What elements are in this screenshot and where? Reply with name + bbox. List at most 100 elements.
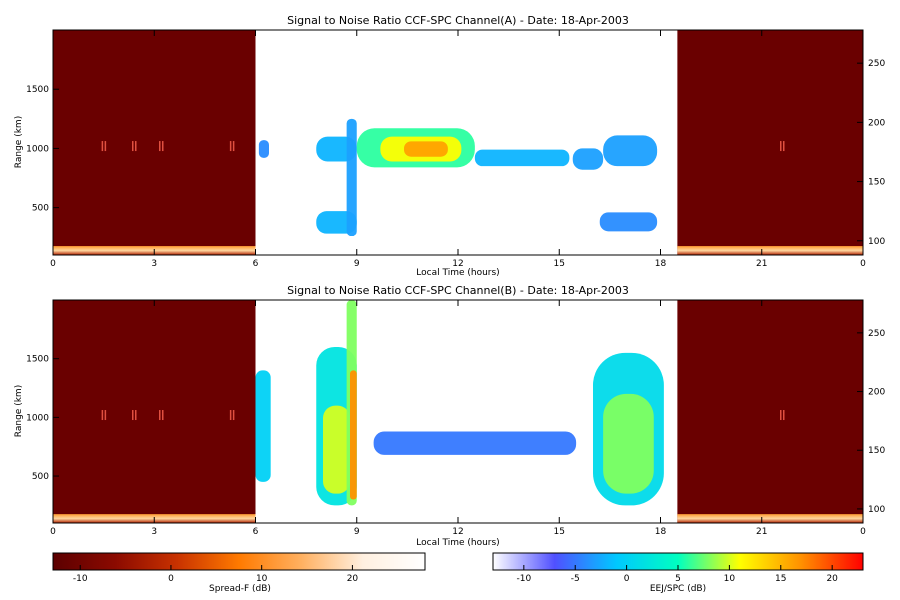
panel-a-y-ticks: 500 1000 1500	[26, 85, 59, 214]
panel-a-plot-area	[53, 30, 863, 255]
panel-b-y2-tick-label: 200	[868, 388, 885, 398]
panel-a-x-tick-label: 18	[655, 259, 667, 269]
panel-b-x-tick-label: 21	[756, 527, 767, 537]
colorbar-eej-spc-tick-label: -5	[571, 574, 580, 584]
panel-b-spread-f-echo-mark	[162, 410, 164, 421]
colorbar-spread-f-tick-label: 10	[256, 574, 268, 584]
panel-a-echo-region	[599, 212, 658, 232]
colorbar-spread-f-tick-label: 0	[168, 574, 174, 584]
panel-b-y-tick-label: 1500	[26, 355, 49, 365]
panel-b-echo-region	[350, 370, 357, 500]
panel-a-ground-clutter	[677, 246, 863, 255]
panel-b-spread-f-echo-mark	[159, 410, 161, 421]
panel-a-y2-tick-label: 200	[868, 118, 885, 128]
colorbar-eej-spc-tick-label: 15	[775, 574, 786, 584]
colorbar-eej-spc-tick-label: 10	[724, 574, 736, 584]
panel-a-echo-region	[572, 148, 604, 170]
panel-b-y2-tick-label: 100	[868, 505, 885, 515]
panel-b-spread-f-echo-mark	[104, 410, 107, 421]
panel-b-xlabel: Local Time (hours)	[416, 538, 499, 548]
panel-a-spread-f-echo-mark	[159, 141, 161, 152]
panel-a-x-tick-label: 3	[151, 259, 157, 269]
colorbar-eej-spc-tick-label: -10	[516, 574, 531, 584]
panel-a-spread-f-block	[677, 30, 863, 255]
panel-b-title: Signal to Noise Ratio CCF-SPC Channel(B)…	[287, 284, 629, 297]
panel-b-x-tick-label: 0	[860, 527, 866, 537]
panel-a-spread-f-echo-mark	[232, 141, 235, 152]
panel-a-spread-f-echo-mark	[104, 141, 107, 152]
panel-a-echo-region	[603, 135, 658, 167]
colorbar-spread-f-tick-label: -10	[73, 574, 88, 584]
panel-b-x-ticks: 0 3 6 9 12 15 18 21 0	[50, 300, 866, 537]
panel-a-x-tick-label: 0	[50, 259, 56, 269]
panel-a-x-tick-label: 21	[756, 259, 767, 269]
panel-b-x-tick-label: 12	[452, 527, 463, 537]
panel-b-spread-f-echo-mark	[783, 410, 785, 421]
colorbar-spread-f: -10 0 10 20 Spread-F (dB)	[52, 552, 426, 594]
panel-b-spread-f-block	[53, 300, 256, 523]
panel-b-x-tick-label: 18	[655, 527, 667, 537]
panel-b-y-tick-label: 1000	[26, 413, 49, 423]
panel-b-y-ticks: 500 1000 1500	[26, 355, 59, 482]
panel-b-spread-f-echo-mark	[132, 410, 134, 421]
panel-a-ylabel: Range (km)	[14, 116, 24, 168]
panel-a-spread-f-echo-mark	[101, 141, 104, 152]
panel-a-y2-tick-label: 150	[868, 178, 885, 188]
panel-a-y-tick-label: 1000	[26, 144, 49, 154]
panel-b-x-tick-label: 0	[50, 527, 56, 537]
panel-b-echo-region	[323, 405, 350, 494]
colorbar-eej-spc-label: EEJ/SPC (dB)	[650, 584, 706, 594]
panel-b-x-tick-label: 6	[253, 527, 259, 537]
panel-b-spread-f-echo-mark	[232, 410, 235, 421]
panel-b-y2-ticks: 100 150 200 250	[857, 329, 885, 515]
panel-a-y-tick-label: 1500	[26, 85, 49, 95]
panel-a-spread-f-echo-mark	[135, 141, 137, 152]
panel-a-x-tick-label: 0	[860, 259, 866, 269]
panel-a-title: Signal to Noise Ratio CCF-SPC Channel(A)…	[287, 14, 629, 27]
panel-b-spread-f-echo-mark	[780, 410, 782, 421]
panel-b-y-tick-label: 500	[32, 472, 49, 482]
panel-a-x-tick-label: 15	[554, 259, 565, 269]
panel-a-y2-tick-label: 250	[868, 59, 885, 69]
panel-a-x-tick-label: 12	[452, 259, 463, 269]
colorbar-spread-f-label: Spread-F (dB)	[209, 584, 271, 594]
colorbar-spread-f-frame	[52, 552, 426, 571]
panel-a-y-tick-label: 500	[32, 204, 49, 214]
panel-b-y2-tick-label: 150	[868, 446, 885, 456]
panel-b-echo-region	[373, 431, 577, 455]
panel-a-spread-f-echo-mark	[162, 141, 164, 152]
panel-a-x-tick-label: 9	[354, 259, 360, 269]
panel-a-echo-region	[474, 149, 570, 167]
panel-a-spread-f-echo-mark	[783, 141, 785, 152]
colorbar-spread-f-gradient	[53, 553, 425, 570]
panel-b: Signal to Noise Ratio CCF-SPC Channel(B)…	[14, 284, 885, 548]
panel-a-echo-region	[258, 140, 269, 158]
colorbar-spread-f-ticks: -10 0 10 20	[73, 565, 359, 584]
panel-a-x-ticks: 0 3 6 9 12 15 18 21 0	[50, 30, 866, 269]
panel-b-spread-f-echo-mark	[135, 410, 137, 421]
panel-b-ground-clutter	[677, 514, 863, 523]
colorbar-eej-spc-gradient	[493, 553, 863, 570]
panel-b-spread-f-echo-mark	[101, 410, 104, 421]
panel-a: Signal to Noise Ratio CCF-SPC Channel(A)…	[14, 14, 885, 278]
colorbar-eej-spc: -10 -5 0 5 10 15 20 EEJ/SPC (dB)	[492, 552, 864, 594]
panel-b-y2-tick-label: 250	[868, 329, 885, 339]
panel-a-y2-ticks: 100 150 200 250	[857, 59, 885, 247]
panel-a-spread-f-echo-mark	[229, 141, 232, 152]
panel-b-x-tick-label: 3	[151, 527, 157, 537]
panel-a-x-tick-label: 6	[253, 259, 259, 269]
colorbar-spread-f-tick-label: 20	[347, 574, 359, 584]
colorbar-eej-spc-tick-label: 0	[624, 574, 630, 584]
panel-b-plot-area	[53, 300, 863, 523]
panel-a-xlabel: Local Time (hours)	[416, 268, 499, 278]
colorbar-eej-spc-ticks: -10 -5 0 5 10 15 20	[516, 565, 838, 584]
panel-b-echo-region	[255, 370, 271, 482]
panel-b-spread-f-echo-mark	[229, 410, 232, 421]
panel-b-x-tick-label: 15	[554, 527, 565, 537]
panel-a-spread-f-echo-mark	[780, 141, 782, 152]
panel-a-spread-f-echo-mark	[132, 141, 134, 152]
panel-a-spread-f-block	[53, 30, 256, 255]
panel-a-echo-region	[346, 118, 357, 237]
panel-b-spread-f-block	[677, 300, 863, 523]
